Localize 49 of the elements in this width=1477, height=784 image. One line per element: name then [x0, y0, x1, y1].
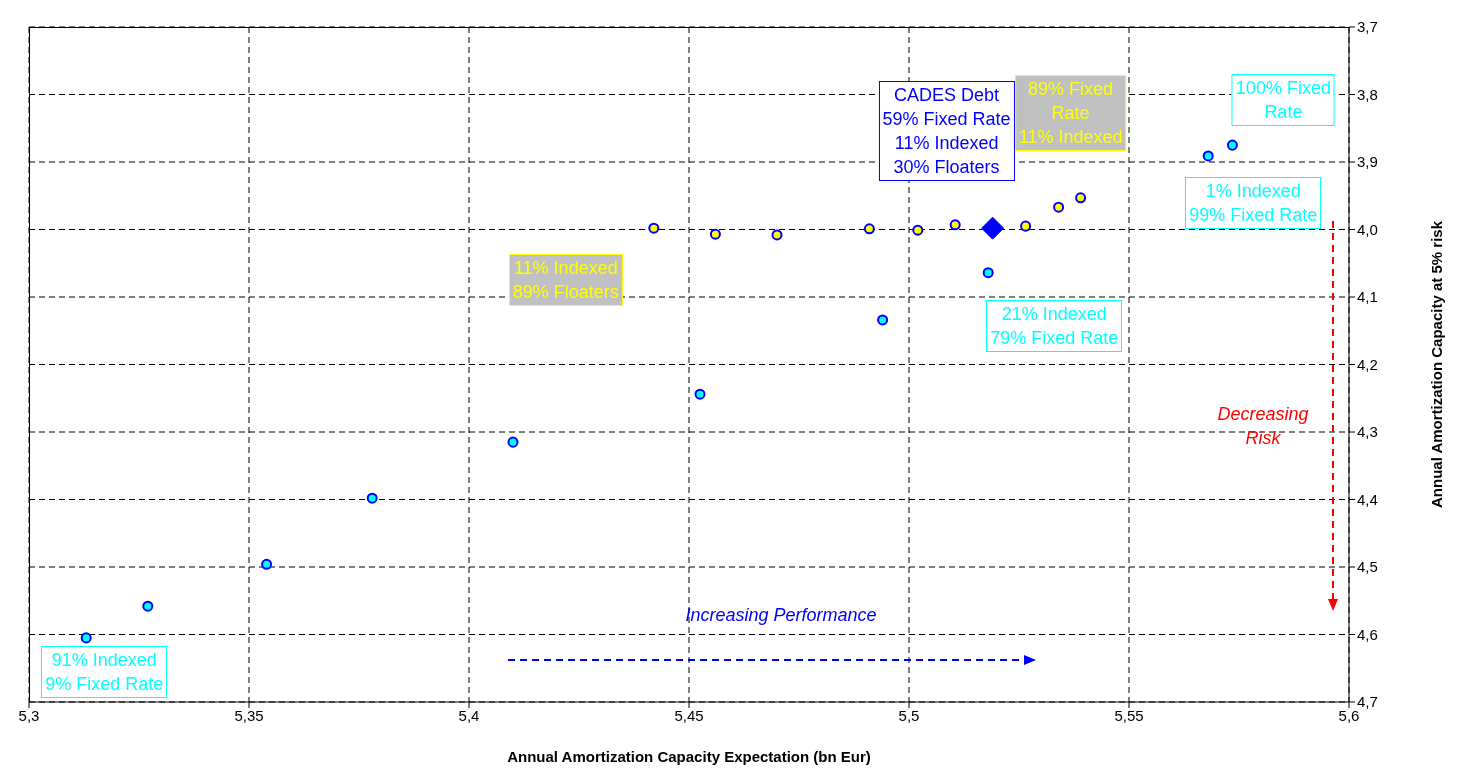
annotation: Increasing Performance [685, 604, 877, 627]
x-tick-label: 5,5 [898, 706, 920, 724]
point [1075, 192, 1087, 204]
y-tick-label: 4,1 [1357, 288, 1378, 306]
x-axis-title: Annual Amortization Capacity Expectation (bn Eur) [507, 748, 871, 765]
x-tick-label: 5,45 [674, 706, 704, 724]
point [1202, 150, 1214, 162]
point [949, 219, 961, 231]
y-tick-label: 4,4 [1357, 490, 1378, 508]
y-tick-label: 3,7 [1357, 18, 1378, 36]
point [709, 228, 721, 240]
y-tick-label: 4,7 [1357, 693, 1378, 711]
x-tick-label: 5,35 [234, 706, 264, 724]
annotation: 11% Indexed 89% Floaters [512, 257, 619, 305]
y-tick-label: 4,3 [1357, 423, 1378, 441]
point [877, 314, 889, 326]
point [1226, 139, 1238, 151]
x-tick-label: 5,55 [1114, 706, 1144, 724]
x-tick-label: 5,4 [458, 706, 480, 724]
point [982, 267, 994, 279]
annotation: 91% Indexed 9% Fixed Rate [45, 648, 164, 696]
x-tick-label: 5,6 [1338, 706, 1360, 724]
annotation: Decreasing Risk [1217, 403, 1309, 450]
y-tick-label: 3,8 [1357, 85, 1378, 103]
y-axis-title: Annual Amortization Capacity at 5% risk [1428, 220, 1446, 509]
point [863, 223, 875, 235]
point [1020, 220, 1032, 232]
annotation: 1% Indexed 99% Fixed Rate [1189, 179, 1318, 227]
point [80, 632, 92, 644]
annotation: CADES Debt 59% Fixed Rate 11% Indexed 30% Floaters [882, 84, 1011, 180]
y-tick-label: 3,9 [1357, 153, 1378, 171]
point [694, 388, 706, 400]
y-tick-label: 4,6 [1357, 625, 1378, 643]
point [366, 492, 378, 504]
point [771, 229, 783, 241]
point [648, 222, 660, 234]
point [981, 216, 1005, 240]
y-tick-label: 4,5 [1357, 558, 1378, 576]
point [1053, 201, 1065, 213]
annotation: 100% Fixed Rate [1235, 77, 1331, 125]
x-tick-label: 5,3 [18, 706, 40, 724]
point [142, 600, 154, 612]
point [507, 436, 519, 448]
y-tick-label: 4,2 [1357, 355, 1378, 373]
annotation: 21% Indexed 79% Fixed Rate [990, 302, 1119, 350]
point [261, 558, 273, 570]
point [912, 224, 924, 236]
annotation: 89% Fixed Rate 11% Indexed [1018, 77, 1123, 149]
y-tick-label: 4,0 [1357, 220, 1378, 238]
